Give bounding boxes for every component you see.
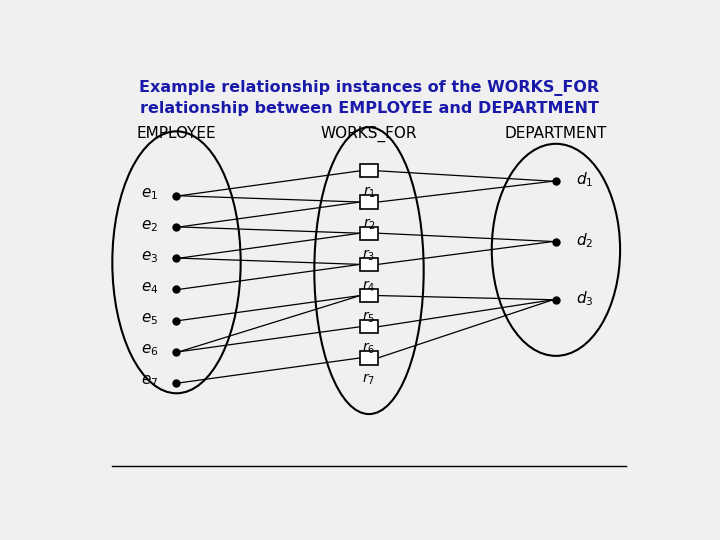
Text: Example relationship instances of the WORKS_FOR: Example relationship instances of the WO… xyxy=(139,80,599,96)
Text: $e_{6}$: $e_{6}$ xyxy=(141,342,158,359)
Text: WORKS_FOR: WORKS_FOR xyxy=(320,125,418,141)
Bar xyxy=(360,227,378,240)
Text: relationship between EMPLOYEE and DEPARTMENT: relationship between EMPLOYEE and DEPART… xyxy=(140,101,598,116)
Text: $e_{1}$: $e_{1}$ xyxy=(141,187,158,202)
Bar xyxy=(360,352,378,365)
Text: $r_{7}$: $r_{7}$ xyxy=(362,372,376,388)
Text: $r_{6}$: $r_{6}$ xyxy=(362,341,376,356)
Bar xyxy=(360,258,378,271)
Text: $e_{3}$: $e_{3}$ xyxy=(141,249,158,265)
Text: $d_{3}$: $d_{3}$ xyxy=(576,289,594,308)
Text: EMPLOYEE: EMPLOYEE xyxy=(137,126,216,141)
Text: $e_{2}$: $e_{2}$ xyxy=(141,218,158,234)
Text: $r_{1}$: $r_{1}$ xyxy=(363,185,375,200)
Text: $d_{1}$: $d_{1}$ xyxy=(576,171,594,190)
Text: $e_{7}$: $e_{7}$ xyxy=(141,374,158,389)
Bar xyxy=(360,289,378,302)
Text: $e_{4}$: $e_{4}$ xyxy=(141,280,158,296)
Bar xyxy=(360,320,378,333)
Text: $r_{5}$: $r_{5}$ xyxy=(362,310,376,325)
Text: $d_{2}$: $d_{2}$ xyxy=(576,231,593,249)
Text: $r_{4}$: $r_{4}$ xyxy=(362,279,376,294)
Text: $r_{3}$: $r_{3}$ xyxy=(362,247,376,263)
Text: $r_{2}$: $r_{2}$ xyxy=(363,216,375,232)
Bar xyxy=(360,195,378,208)
Bar xyxy=(360,164,378,178)
Text: DEPARTMENT: DEPARTMENT xyxy=(505,126,607,141)
Text: $e_{5}$: $e_{5}$ xyxy=(141,312,158,327)
